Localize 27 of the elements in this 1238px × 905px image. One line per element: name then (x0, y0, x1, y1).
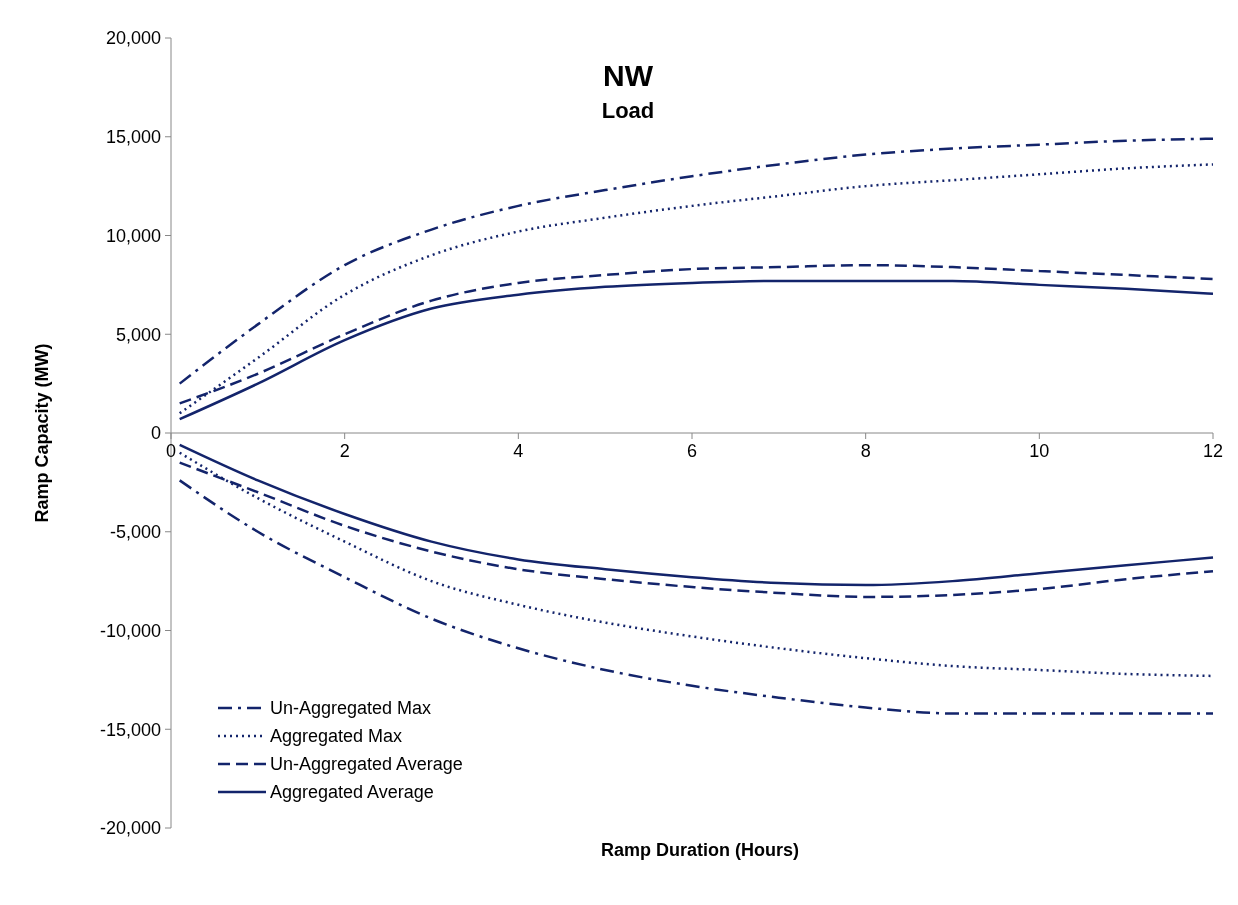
y-tick-label: -15,000 (99, 719, 161, 740)
text: NW (603, 59, 654, 92)
y-tick-label: 10,000 (105, 225, 161, 246)
legend-label: Aggregated Max (270, 726, 403, 747)
y-tick-label: 5,000 (115, 324, 161, 345)
line-series (178, 163, 1215, 415)
x-tick-label: 4 (513, 441, 524, 461)
y-tick-label: 20,000 (105, 28, 161, 49)
y-axis-title: Ramp Capacity (MW) (32, 343, 52, 523)
x-tick-label: 2 (339, 441, 350, 461)
y-tick-label: 15,000 (105, 127, 161, 148)
x-tick-label: 6 (686, 441, 698, 461)
line-series (178, 137, 1215, 385)
y-tick-label: -10,000 (99, 620, 161, 641)
text: Load (601, 98, 655, 123)
legend-label: Aggregated Average (270, 782, 434, 803)
y-tick-label: -20,000 (99, 818, 161, 839)
x-tick-label: 10 (1029, 441, 1050, 461)
legend-label: Un-Aggregated Max (270, 698, 432, 719)
y-tick-label: 0 (150, 423, 161, 444)
x-tick-label: 8 (860, 441, 871, 461)
x-tick-label: 12 (1202, 441, 1224, 461)
line-series (178, 279, 1215, 421)
x-axis-title: Ramp Duration (Hours) (601, 840, 800, 860)
y-tick-label: -5,000 (109, 522, 161, 543)
legend-label: Un-Aggregated Average (270, 754, 463, 775)
x-tick-label: 0 (165, 441, 177, 461)
